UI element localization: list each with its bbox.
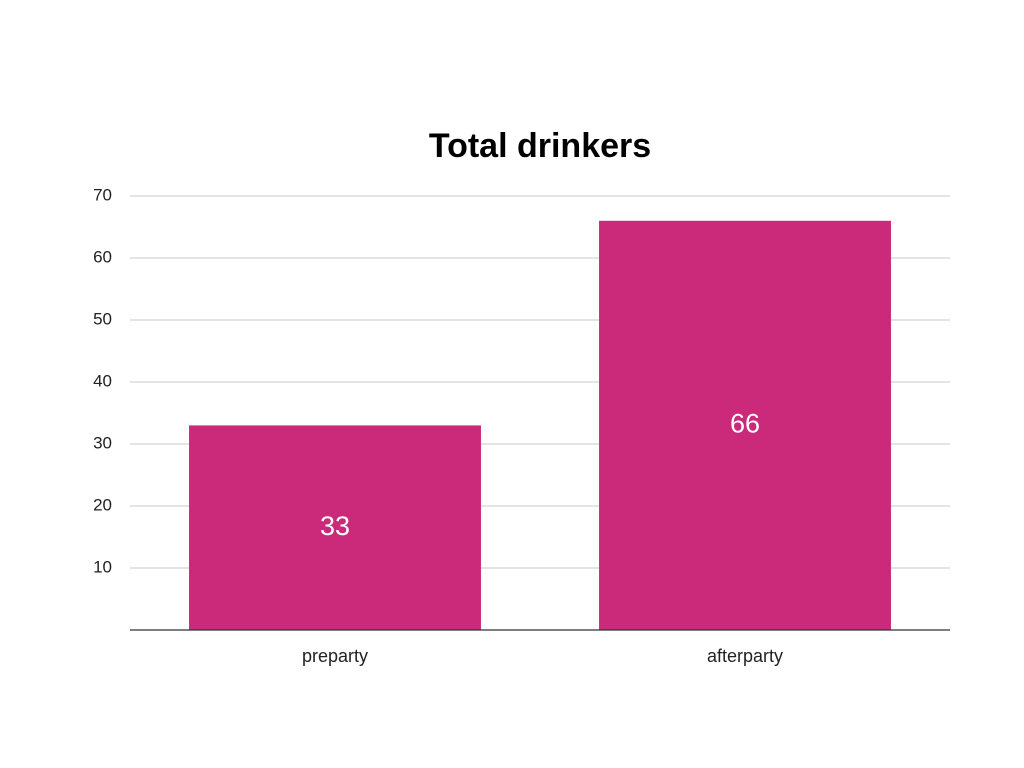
value-label: 66	[730, 409, 760, 439]
bar	[599, 220, 891, 631]
y-tick-label: 10	[93, 557, 112, 576]
chart-title: Total drinkers	[429, 127, 651, 165]
x-tick-label: afterparty	[707, 646, 783, 666]
bar	[189, 425, 481, 630]
y-tick-label: 20	[93, 495, 112, 514]
x-tick-label: preparty	[302, 646, 368, 666]
y-tick-label: 70	[93, 185, 112, 204]
y-tick-label: 50	[93, 309, 112, 328]
y-tick-label: 60	[93, 247, 112, 266]
y-tick-label: 40	[93, 371, 112, 390]
value-label: 33	[320, 511, 350, 541]
y-tick-label: 30	[93, 433, 112, 452]
